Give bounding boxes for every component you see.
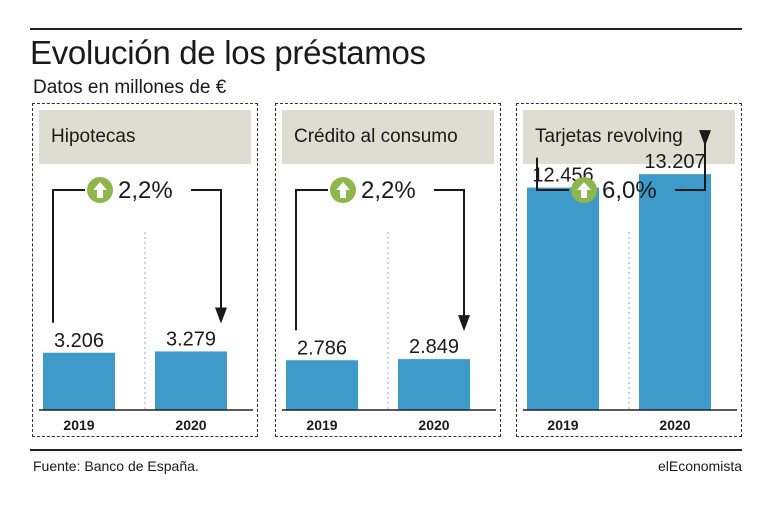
value-label-2019: 2.786 bbox=[297, 337, 347, 359]
bar-2020 bbox=[398, 359, 470, 410]
panel-title: Tarjetas revolving bbox=[523, 110, 735, 164]
change-connector-right bbox=[191, 189, 222, 310]
x-tick-label-2020: 2020 bbox=[659, 417, 690, 433]
change-connector-right bbox=[675, 132, 706, 191]
panel-title: Crédito al consumo bbox=[282, 110, 494, 164]
bar-2020 bbox=[639, 174, 711, 410]
bar-2019 bbox=[43, 352, 115, 410]
page-subtitle: Datos en millones de € bbox=[33, 77, 227, 98]
change-label: 6,0% bbox=[602, 177, 657, 204]
change-arrowhead bbox=[215, 307, 227, 324]
x-tick-label-2019: 2019 bbox=[306, 417, 337, 433]
change-connector-left bbox=[52, 189, 85, 323]
change-arrowhead bbox=[458, 315, 470, 332]
value-label-2020: 13.207 bbox=[644, 151, 705, 173]
x-tick-label-2020: 2020 bbox=[175, 417, 206, 433]
value-label-2020: 3.279 bbox=[166, 328, 216, 350]
bar-2019 bbox=[527, 187, 599, 410]
x-tick-label-2020: 2020 bbox=[418, 417, 449, 433]
top-rule bbox=[30, 28, 742, 30]
bar-chart-hipotecas: 3.206 2019 3.279 2020 2,2% bbox=[39, 177, 253, 433]
panel-hipotecas: Hipotecas 3.206 2019 3.279 2020 2,2% bbox=[32, 103, 258, 437]
change-arrowhead bbox=[699, 130, 711, 147]
x-tick-label-2019: 2019 bbox=[63, 417, 94, 433]
up-arrow-glyph bbox=[577, 182, 591, 198]
change-connector-left bbox=[536, 157, 569, 191]
x-tick-label-2019: 2019 bbox=[547, 417, 578, 433]
change-connector-right bbox=[434, 189, 465, 318]
source-note: Fuente: Banco de España. bbox=[33, 458, 199, 474]
up-arrow-glyph bbox=[336, 182, 350, 198]
footer-rule bbox=[30, 449, 742, 451]
bar-2020 bbox=[155, 351, 227, 410]
page-title: Evolución de los préstamos bbox=[30, 34, 426, 71]
panel-title: Hipotecas bbox=[39, 110, 251, 164]
change-label: 2,2% bbox=[118, 177, 173, 204]
panel-credito-consumo: Crédito al consumo 2.786 2019 2.849 2020 2,2… bbox=[275, 103, 501, 437]
change-connector-left bbox=[295, 189, 328, 331]
value-label-2020: 2.849 bbox=[409, 336, 459, 358]
panel-tarjetas-revolving: Tarjetas revolving 12.456 2019 13.207 2020 6… bbox=[516, 103, 742, 437]
brand-logo-text: elEconomista bbox=[657, 458, 742, 474]
value-label-2019: 3.206 bbox=[54, 330, 104, 352]
change-label: 2,2% bbox=[361, 177, 416, 204]
up-arrow-glyph bbox=[93, 182, 107, 198]
bar-chart-credito-consumo: 2.786 2019 2.849 2020 2,2% bbox=[282, 177, 496, 433]
bar-2019 bbox=[286, 360, 358, 410]
